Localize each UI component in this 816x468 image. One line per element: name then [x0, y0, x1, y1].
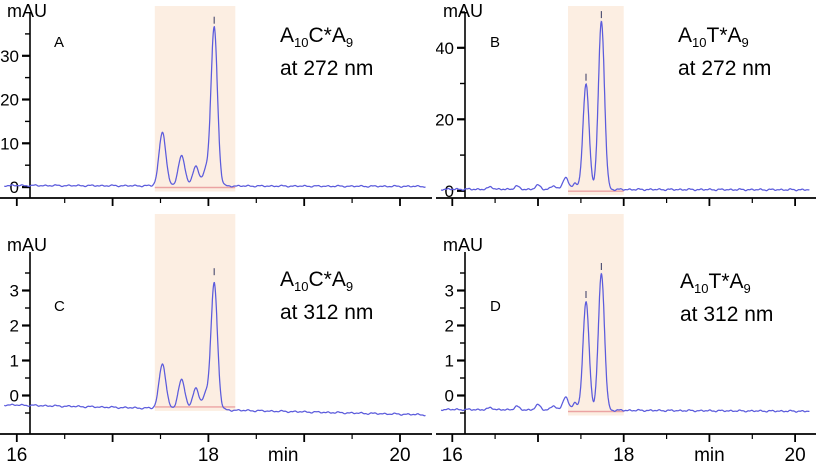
- wavelength-label: at 272 nm: [678, 56, 772, 80]
- sequence-base: T*A: [706, 24, 742, 47]
- sequence-base: T*A: [708, 270, 744, 293]
- chromatogram-plot-b: 0 20 40: [436, 6, 816, 206]
- sequence-subscript: 10: [694, 281, 709, 297]
- y-tick-label: 10: [0, 134, 19, 153]
- annotation: A10C*A9 at 312 nm: [280, 264, 373, 328]
- y-axis-unit-label: mAU: [7, 1, 47, 21]
- y-tick-label: 2: [445, 317, 454, 336]
- panel-b: 0 20 40 mAU B A10T*A9 at 272 nm: [436, 0, 816, 212]
- x-tick-label: 16: [442, 445, 463, 466]
- chromatogram-trace: [3, 281, 426, 417]
- y-tick-label: 2: [10, 317, 19, 336]
- chromatogram-plot-a: 0 10 20 30: [0, 6, 432, 206]
- sequence-label: A10C*A9: [280, 20, 373, 53]
- sequence-base: A: [280, 268, 295, 291]
- sequence-label: A10C*A9: [280, 264, 373, 297]
- panel-c: 0 1 2 3 16 18 20 min mAU C A10C*A9 at 312 nm: [0, 212, 432, 468]
- annotation: A10T*A9 at 272 nm: [678, 20, 771, 84]
- wavelength-label: at 272 nm: [280, 56, 374, 80]
- panel-a: 0 10 20 30 mAU A A10C*A9 at 272 nm: [0, 0, 432, 212]
- chromatogram-trace: [4, 25, 426, 188]
- x-tick-label: 18: [198, 445, 219, 466]
- y-tick-label: 20: [0, 91, 19, 110]
- sequence-subscript: 9: [345, 279, 354, 295]
- chromatogram-trace: [440, 272, 810, 413]
- panel-letter: A: [54, 34, 65, 51]
- y-axis-unit-label: mAU: [7, 235, 47, 255]
- highlight-region: [154, 214, 236, 411]
- sequence-label: A10T*A9: [680, 266, 773, 299]
- y-tick-label: 0: [10, 387, 19, 406]
- y-axis-unit-label: mAU: [443, 1, 483, 21]
- panel-letter: D: [490, 298, 501, 315]
- y-tick-label: 1: [10, 352, 19, 371]
- x-tick-label: 20: [389, 445, 410, 466]
- y-tick-label: 0: [445, 387, 454, 406]
- wavelength-label: at 312 nm: [680, 302, 774, 326]
- y-tick-label: 3: [445, 282, 454, 301]
- y-tick-label: 30: [0, 47, 19, 66]
- panel-letter: C: [54, 298, 65, 315]
- panel-letter: B: [490, 34, 501, 51]
- wavelength-label: at 312 nm: [280, 300, 374, 324]
- chromatogram-plot-c: 0 1 2 3 16 18 20 min: [0, 214, 432, 466]
- sequence-base: C*A: [308, 24, 346, 47]
- sequence-subscript: 10: [294, 279, 309, 295]
- y-axis-unit-label: mAU: [443, 235, 483, 255]
- chromatogram-plot-d: 0 1 2 3 16 18 20 min: [436, 214, 816, 466]
- y-tick-label: 0: [10, 178, 19, 197]
- sequence-subscript: 9: [741, 35, 749, 51]
- x-axis-unit-label: min: [268, 445, 299, 466]
- x-tick-label: 20: [785, 445, 806, 466]
- sequence-subscript: 9: [345, 35, 354, 51]
- panel-d: 0 1 2 3 16 18 20 min mAU D A10T*A9 at 312 nm: [436, 212, 816, 468]
- y-tick-label: 0: [445, 182, 454, 201]
- highlight-region: [154, 6, 236, 192]
- x-axis-unit-label: min: [694, 445, 725, 466]
- sequence-base: C*A: [308, 268, 346, 291]
- x-tick-label: 18: [613, 445, 634, 466]
- y-tick-label: 40: [436, 39, 454, 58]
- annotation: A10C*A9 at 272 nm: [280, 20, 373, 84]
- chromatogram-trace: [440, 20, 810, 192]
- y-tick-label: 3: [10, 282, 19, 301]
- annotation: A10T*A9 at 312 nm: [680, 266, 773, 330]
- x-tick-label: 16: [6, 445, 27, 466]
- y-tick-label: 20: [436, 110, 454, 129]
- sequence-subscript: 9: [743, 281, 751, 297]
- sequence-label: A10T*A9: [678, 20, 771, 53]
- sequence-base: A: [280, 24, 295, 47]
- sequence-base: A: [678, 24, 693, 47]
- y-tick-label: 1: [445, 352, 454, 371]
- sequence-subscript: 10: [294, 35, 309, 51]
- sequence-subscript: 10: [692, 35, 707, 51]
- sequence-base: A: [680, 270, 695, 293]
